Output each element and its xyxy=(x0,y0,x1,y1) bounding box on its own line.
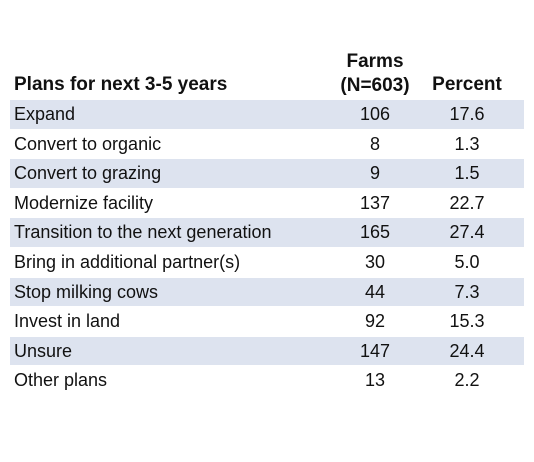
table-row: Unsure 147 24.4 xyxy=(10,336,524,367)
row-label: Convert to organic xyxy=(14,133,162,154)
table-header: Plans for next 3-5 years Farms (N=603) P… xyxy=(0,0,534,100)
table-row: Convert to grazing 9 1.5 xyxy=(10,159,524,189)
table-row: Bring in additional partner(s) 30 5.0 xyxy=(10,248,524,278)
row-percent: 27.4 xyxy=(449,222,485,243)
row-label: Stop milking cows xyxy=(14,281,159,302)
row-farms: 9 xyxy=(369,163,380,184)
table-body: Expand 106 17.6 Convert to organic 8 1.3… xyxy=(10,100,524,396)
row-percent: 1.3 xyxy=(454,133,480,154)
table-row: Transition to the next generation 165 27… xyxy=(10,218,524,248)
row-farms: 147 xyxy=(359,340,391,361)
header-farms: Farms (N=603) xyxy=(322,50,428,98)
header-plans: Plans for next 3-5 years xyxy=(14,74,228,95)
row-farms: 106 xyxy=(359,104,391,124)
row-label: Unsure xyxy=(14,340,73,361)
row-percent: 22.7 xyxy=(449,192,485,213)
table-row: Invest in land 92 15.3 xyxy=(10,307,524,337)
row-label: Modernize facility xyxy=(14,192,154,213)
row-label: Convert to grazing xyxy=(14,163,162,184)
row-label: Transition to the next generation xyxy=(14,222,272,243)
row-farms: 44 xyxy=(364,281,386,302)
row-percent: 2.2 xyxy=(454,370,480,391)
row-label: Other plans xyxy=(14,370,108,391)
row-farms: 13 xyxy=(364,370,386,391)
row-percent: 5.0 xyxy=(454,251,480,272)
row-percent: 7.3 xyxy=(454,281,480,302)
table-row: Stop milking cows 44 7.3 xyxy=(10,277,524,308)
row-farms: 8 xyxy=(369,133,380,154)
row-farms: 92 xyxy=(364,311,386,332)
table-row: Convert to organic 8 1.3 xyxy=(10,130,524,160)
table-row: Modernize facility 137 22.7 xyxy=(10,189,524,219)
row-farms: 137 xyxy=(359,192,391,213)
row-percent: 1.5 xyxy=(454,163,480,184)
row-farms: 30 xyxy=(364,251,386,272)
row-label: Bring in additional partner(s) xyxy=(14,251,241,272)
row-percent: 17.6 xyxy=(449,104,485,124)
header-farms-line2: (N=603) xyxy=(340,75,410,96)
row-percent: 15.3 xyxy=(449,311,485,332)
header-percent: Percent xyxy=(432,74,502,95)
row-farms: 165 xyxy=(359,222,391,243)
header-farms-line1: Farms xyxy=(346,51,404,72)
row-label: Invest in land xyxy=(14,311,121,332)
row-label: Expand xyxy=(14,104,76,124)
row-percent: 24.4 xyxy=(449,340,485,361)
table-row: Other plans 13 2.2 xyxy=(10,366,524,396)
table-row: Expand 106 17.6 xyxy=(10,100,524,130)
